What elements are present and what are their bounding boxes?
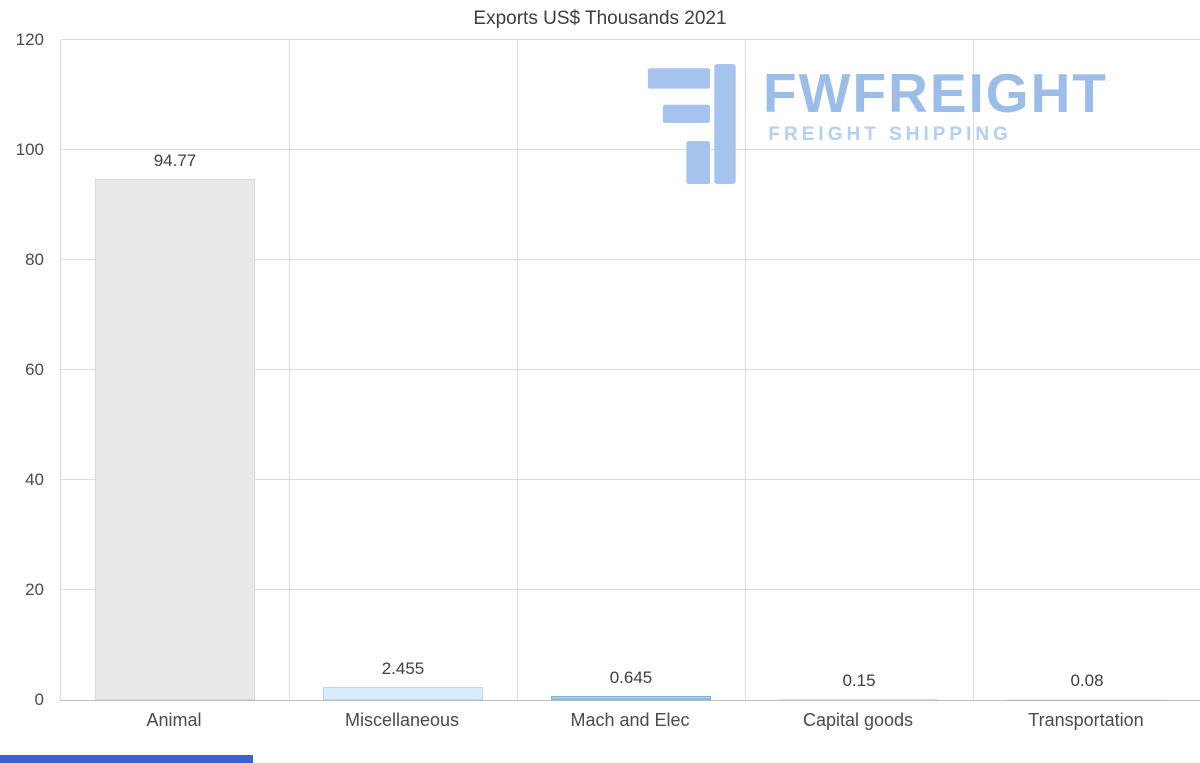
bar-animal xyxy=(95,178,255,700)
watermark-logo: FWFREIGHT FREIGHT SHIPPING xyxy=(645,64,1108,184)
gridline-vertical xyxy=(745,40,746,700)
y-tick-label: 80 xyxy=(25,250,44,269)
y-tick-label: 20 xyxy=(25,580,44,599)
bar-value-label: 0.08 xyxy=(1070,671,1104,690)
gridline-vertical xyxy=(517,40,518,700)
bar-value-label: 0.15 xyxy=(842,671,876,690)
bar-mach-and-elec xyxy=(551,696,711,700)
x-tick-label: Miscellaneous xyxy=(344,710,460,730)
logo-text-block: FWFREIGHT FREIGHT SHIPPING xyxy=(763,64,1108,146)
x-axis-labels: Animal Miscellaneous Mach and Elec Capital … xyxy=(60,710,1200,736)
x-tick-label: Animal xyxy=(146,710,202,730)
bar-value-label: 94.77 xyxy=(153,150,197,170)
y-tick-label: 100 xyxy=(15,140,44,159)
y-tick-label: 60 xyxy=(25,360,44,379)
y-tick-label: 120 xyxy=(15,30,44,49)
bottom-blue-strip xyxy=(0,755,253,763)
plot-area: 94.77 2.455 0.645 0.15 0.08 xyxy=(60,39,1200,701)
chart-title: Exports US$ Thousands 2021 xyxy=(473,8,727,29)
gridline-horizontal xyxy=(61,149,1200,150)
bar-value-label: 0.645 xyxy=(609,668,653,688)
logo-name: FWFREIGHT xyxy=(763,62,1108,124)
gridline-vertical xyxy=(289,40,290,700)
x-tick-label: Capital goods xyxy=(802,710,914,730)
y-tick-label: 0 xyxy=(34,690,44,709)
freight-logo-icon xyxy=(647,64,736,184)
x-tick-label: Transportation xyxy=(1028,710,1144,730)
gridline-vertical xyxy=(973,40,974,700)
logo-tagline: FREIGHT SHIPPING xyxy=(768,124,1012,145)
gridline-horizontal xyxy=(61,589,1200,590)
bar-capital-goods xyxy=(779,699,939,700)
bar-value-label: 2.455 xyxy=(381,658,425,678)
gridline-horizontal xyxy=(61,479,1200,480)
x-tick-label: Mach and Elec xyxy=(570,710,690,730)
gridline-horizontal xyxy=(61,259,1200,260)
bar-miscellaneous xyxy=(323,686,483,700)
y-tick-label: 40 xyxy=(25,470,44,489)
y-axis-labels: 0 20 40 60 80 100 120 xyxy=(0,31,52,709)
gridline-horizontal xyxy=(61,369,1200,370)
bar-transportation xyxy=(1007,699,1167,700)
gridline-horizontal xyxy=(61,39,1200,40)
